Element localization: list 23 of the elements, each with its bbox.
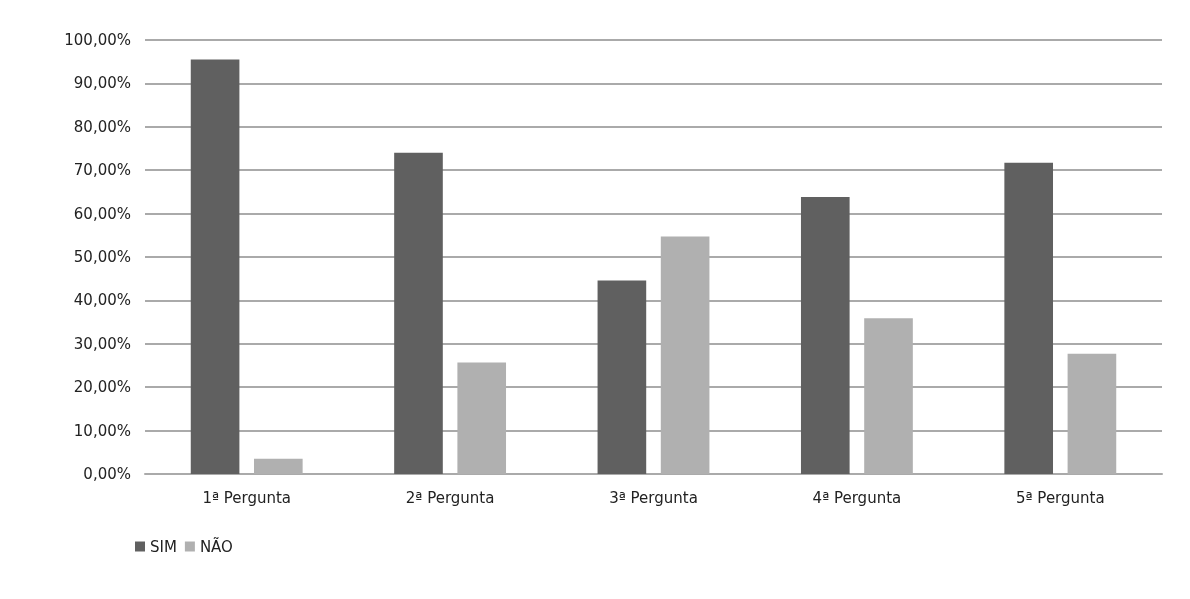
y-tick-label: 90,00% xyxy=(73,74,131,93)
x-tick-label: 1ª Pergunta xyxy=(202,488,292,507)
bar xyxy=(394,152,443,474)
y-tick-label: 30,00% xyxy=(73,334,131,353)
bar xyxy=(597,280,647,474)
y-tick-label: 40,00% xyxy=(73,291,131,310)
bar xyxy=(1004,162,1053,474)
y-tick-label: 10,00% xyxy=(73,421,131,440)
bar xyxy=(190,59,240,474)
y-tick-label: 20,00% xyxy=(73,378,131,397)
legend-label: NÃO xyxy=(199,536,233,556)
y-tick-label: 50,00% xyxy=(73,248,131,266)
y-tick-label: 60,00% xyxy=(73,204,131,223)
x-tick-label: 3ª Pergunta xyxy=(609,488,698,507)
legend-label: SIM xyxy=(150,537,177,556)
y-tick-label: 100,00% xyxy=(64,31,131,49)
y-tick-label: 70,00% xyxy=(73,161,131,180)
x-tick-label: 5ª Pergunta xyxy=(1015,488,1105,507)
bar xyxy=(800,197,850,474)
x-tick-label: 2ª Pergunta xyxy=(405,488,495,507)
x-tick-label: 4ª Pergunta xyxy=(812,488,902,507)
y-tick-label: 0,00% xyxy=(83,465,131,483)
y-tick-label: 80,00% xyxy=(73,117,131,136)
